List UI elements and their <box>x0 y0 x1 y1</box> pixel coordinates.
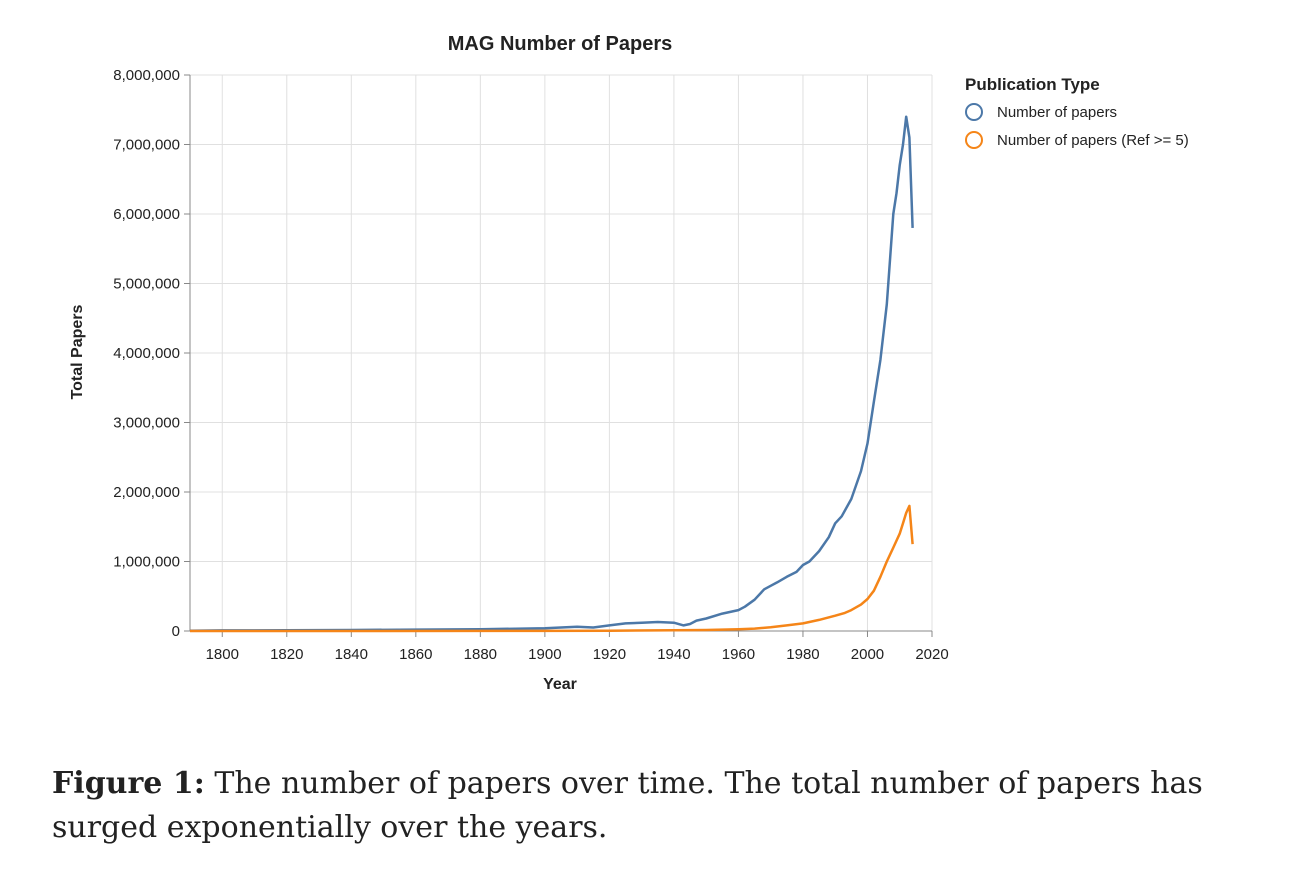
y-tick-label: 2,000,000 <box>113 484 180 501</box>
y-tick-label: 5,000,000 <box>113 276 180 293</box>
line-chart: MAG Number of Papers 1800 1820 1840 1860 188… <box>69 33 1189 693</box>
y-tick-label: 8,000,000 <box>113 67 180 84</box>
y-axis-title: Total Papers <box>69 304 86 399</box>
x-axis: 1800 1820 1840 1860 1880 1900 1920 1940 1960 1980… <box>190 630 949 663</box>
x-tick-label: 1880 <box>464 646 497 663</box>
caption-text: The number of papers over time. The tota… <box>52 766 1203 845</box>
x-tick-label: 1820 <box>270 646 303 663</box>
legend-symbol-1 <box>965 103 983 121</box>
x-tick-label: 1960 <box>722 646 755 663</box>
legend-label-2: Number of papers (Ref >= 5) <box>997 132 1189 149</box>
series-line-1 <box>189 115 914 632</box>
x-tick-label: 1900 <box>528 646 561 663</box>
legend-title: Publication Type <box>965 75 1100 94</box>
y-axis: 0 1,000,000 2,000,000 3,000,000 4,000,000 5,0… <box>113 67 191 640</box>
series-layer <box>189 115 914 633</box>
legend-label-1: Number of papers <box>997 104 1117 121</box>
x-axis-title: Year <box>543 676 577 693</box>
x-tick-label: 2000 <box>851 646 884 663</box>
x-tick-label: 1980 <box>786 646 819 663</box>
legend: Publication Type Number of papers Number … <box>965 75 1189 149</box>
x-tick-label: 1940 <box>657 646 690 663</box>
y-tick-label: 6,000,000 <box>113 206 180 223</box>
x-tick-label: 1840 <box>335 646 368 663</box>
series-line-2 <box>189 504 914 633</box>
y-tick-label: 4,000,000 <box>113 345 180 362</box>
figure-caption: Figure 1: The number of papers over time… <box>52 762 1272 850</box>
chart-title: MAG Number of Papers <box>448 33 672 55</box>
y-tick-label: 3,000,000 <box>113 415 180 432</box>
y-tick-label: 0 <box>172 623 180 640</box>
y-tick-label: 1,000,000 <box>113 554 180 571</box>
x-tick-label: 1800 <box>206 646 239 663</box>
x-tick-label: 1920 <box>593 646 626 663</box>
x-tick-label: 2020 <box>915 646 948 663</box>
y-tick-label: 7,000,000 <box>113 137 180 154</box>
x-tick-label: 1860 <box>399 646 432 663</box>
legend-symbol-2 <box>965 131 983 149</box>
caption-label: Figure 1: <box>52 766 205 801</box>
